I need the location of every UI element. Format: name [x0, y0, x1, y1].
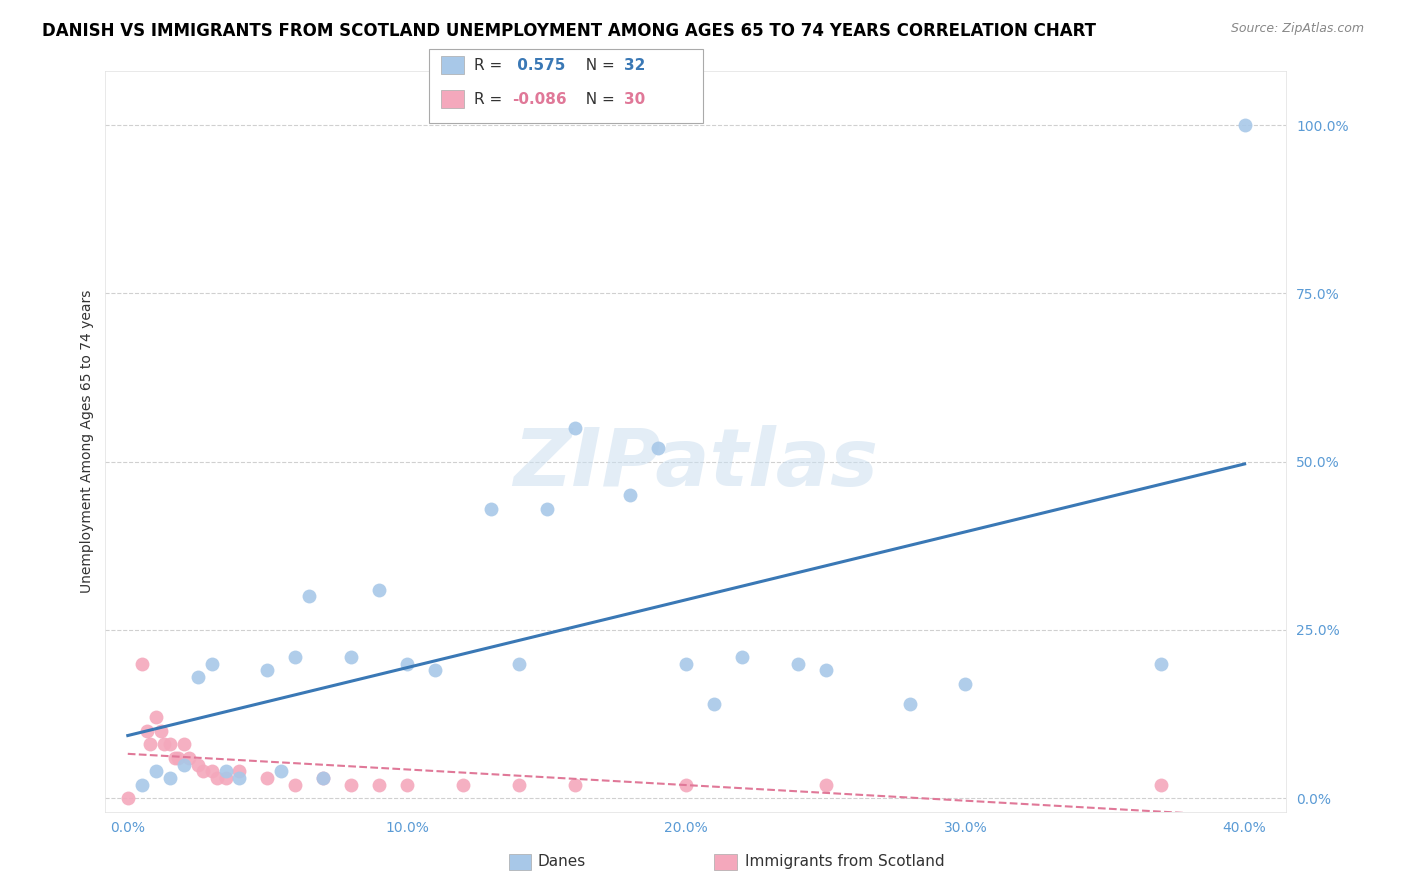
Point [228, 764, 250, 779]
Point [165, 751, 187, 765]
Point [395, 657, 418, 671]
Point [214, 764, 236, 779]
Point [150, 723, 173, 738]
Point [159, 771, 181, 785]
Point [214, 771, 236, 785]
Point [1150, 778, 1173, 792]
Text: R =: R = [474, 58, 508, 72]
Point [200, 657, 222, 671]
Text: Danes: Danes [537, 855, 585, 869]
Point [395, 778, 418, 792]
Text: ZIPatlas: ZIPatlas [513, 425, 879, 503]
Point [187, 757, 209, 772]
Point [619, 488, 641, 502]
Point [508, 657, 530, 671]
Point [898, 697, 921, 711]
Text: 0.575: 0.575 [512, 58, 565, 72]
Point [731, 649, 754, 664]
Point [117, 791, 139, 805]
Point [139, 738, 162, 752]
Point [284, 778, 307, 792]
Point [187, 670, 209, 684]
Point [703, 697, 725, 711]
Point [298, 590, 321, 604]
Point [479, 501, 502, 516]
Point [814, 664, 837, 678]
Point [675, 778, 697, 792]
Point [284, 649, 307, 664]
Point [814, 778, 837, 792]
Point [786, 657, 808, 671]
Y-axis label: Unemployment Among Ages 65 to 74 years: Unemployment Among Ages 65 to 74 years [80, 290, 94, 593]
Point [423, 664, 446, 678]
Point [955, 677, 977, 691]
Text: Immigrants from Scotland: Immigrants from Scotland [745, 855, 945, 869]
Point [193, 764, 215, 779]
Text: N =: N = [576, 58, 620, 72]
Text: -0.086: -0.086 [512, 92, 567, 106]
Point [179, 751, 201, 765]
Point [200, 764, 222, 779]
Point [340, 649, 363, 664]
Point [159, 738, 181, 752]
Point [136, 723, 159, 738]
Point [131, 778, 153, 792]
Point [508, 778, 530, 792]
Point [368, 778, 391, 792]
Text: 30: 30 [624, 92, 645, 106]
Point [256, 771, 278, 785]
Point [312, 771, 335, 785]
Point [145, 710, 167, 724]
Point [228, 771, 250, 785]
Point [205, 771, 228, 785]
Point [145, 764, 167, 779]
Point [564, 421, 586, 435]
Point [131, 657, 153, 671]
Point [368, 582, 391, 597]
Text: DANISH VS IMMIGRANTS FROM SCOTLAND UNEMPLOYMENT AMONG AGES 65 TO 74 YEARS CORREL: DANISH VS IMMIGRANTS FROM SCOTLAND UNEMP… [42, 22, 1097, 40]
Point [312, 771, 335, 785]
Point [153, 738, 176, 752]
Text: Source: ZipAtlas.com: Source: ZipAtlas.com [1230, 22, 1364, 36]
Point [564, 778, 586, 792]
Point [1150, 657, 1173, 671]
Text: 32: 32 [624, 58, 645, 72]
Text: R =: R = [474, 92, 508, 106]
Point [1233, 118, 1256, 132]
Point [256, 664, 278, 678]
Point [451, 778, 474, 792]
Point [167, 751, 190, 765]
Point [675, 657, 697, 671]
Point [173, 757, 195, 772]
Point [173, 738, 195, 752]
Point [340, 778, 363, 792]
Point [536, 501, 558, 516]
Point [270, 764, 292, 779]
Text: N =: N = [576, 92, 620, 106]
Point [647, 442, 669, 456]
